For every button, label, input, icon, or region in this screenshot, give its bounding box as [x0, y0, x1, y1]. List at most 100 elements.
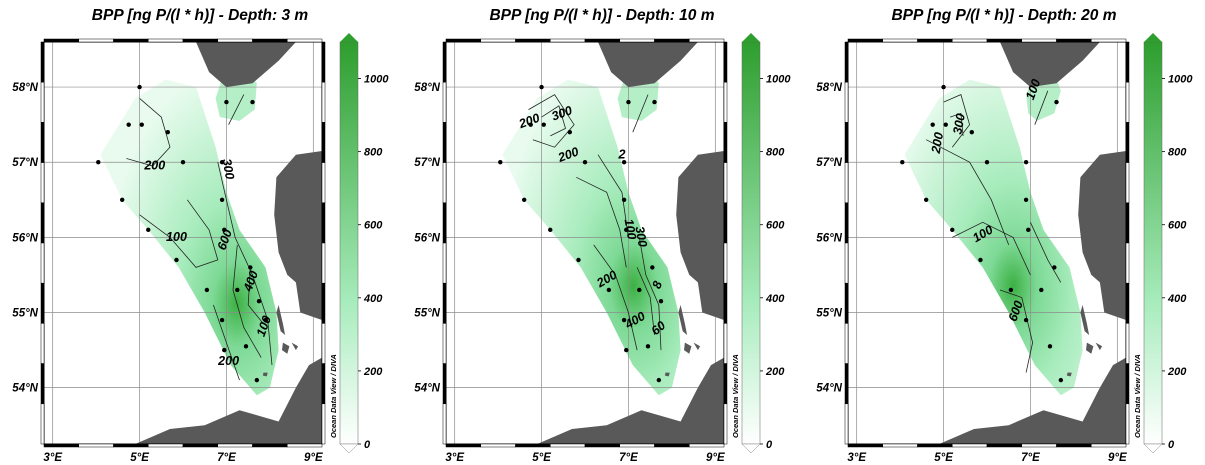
station-dot: [541, 122, 546, 127]
station-dot: [637, 287, 642, 293]
station-dot: [621, 197, 627, 202]
station-dot: [900, 160, 905, 165]
colorbar-arrow-up: [742, 33, 760, 42]
scale-bar-segment: [515, 443, 551, 448]
scale-bar-segment: [40, 242, 45, 284]
scale-bar-segment: [619, 443, 655, 448]
land-denmark: [676, 151, 724, 320]
contour-line: [636, 267, 655, 336]
land-island: [291, 342, 299, 351]
scale-bar-segment: [321, 202, 326, 244]
contour-line: [576, 176, 627, 268]
scale-bar-segment: [148, 38, 184, 43]
scale-bar-segment: [917, 443, 953, 448]
station-dot: [656, 377, 662, 383]
y-tick-label: 56°N: [816, 232, 842, 244]
x-tick-label: 9°E: [304, 452, 323, 464]
scale-bar-segment: [723, 162, 728, 204]
land-island: [684, 342, 692, 354]
map-panel-depth-10m: BPP [ng P/(l * h)] - Depth: 10 m 200 300 2…: [402, 0, 804, 465]
map-panel-depth-20m: BPP [ng P/(l * h)] - Depth: 20 m 100 300 2…: [804, 0, 1205, 465]
contour-label: 100: [622, 218, 639, 241]
scale-bar-segment: [442, 242, 447, 284]
colorbar-tick-label: 1000: [766, 74, 791, 86]
scale-bar-segment: [445, 38, 481, 43]
station-dot: [1047, 344, 1053, 349]
contour-label: 600: [1006, 299, 1026, 323]
x-tick-label: 7°E: [1021, 452, 1040, 464]
scale-bar-segment: [321, 323, 326, 364]
scale-bar-segment: [321, 122, 326, 163]
land-norway: [598, 42, 698, 88]
scale-bar-segment: [1125, 363, 1130, 405]
scale-bar-segment: [1125, 403, 1130, 445]
scale-bar-segment: [321, 162, 326, 204]
scale-bar-segment: [43, 443, 79, 448]
y-tick-label: 54°N: [816, 383, 842, 395]
scale-bar-segment: [321, 403, 326, 445]
station-dot: [984, 160, 990, 165]
land-island: [693, 342, 701, 351]
station-dot: [235, 287, 240, 293]
colorbar-tick-label: 600: [766, 220, 785, 232]
y-tick-label: 57°N: [12, 157, 38, 169]
contour-line: [943, 94, 971, 148]
scale-bar-segment: [882, 443, 918, 448]
contour-line: [247, 267, 264, 325]
scale-bar-segment: [1021, 443, 1057, 448]
colorbar-tick-label: 800: [1168, 147, 1187, 159]
scale-bar-segment: [723, 403, 728, 445]
scale-bar-segment: [1125, 323, 1130, 364]
station-dot: [528, 122, 533, 127]
x-tick-label: 3°E: [43, 452, 62, 464]
scale-bar-segment: [321, 363, 326, 405]
station-dot: [1008, 287, 1014, 293]
scale-bar-segment: [723, 122, 728, 163]
y-tick-label: 58°N: [12, 82, 38, 94]
contour-line: [213, 304, 240, 381]
station-dot: [243, 344, 249, 349]
scale-bar-segment: [442, 282, 447, 324]
station-dot: [943, 122, 948, 127]
panel-title: BPP [ng P/(l * h)] - Depth: 20 m: [891, 7, 1116, 24]
land-island: [1080, 305, 1090, 335]
station-dot: [256, 299, 262, 304]
y-tick-label: 55°N: [414, 308, 440, 320]
x-tick-label: 9°E: [706, 452, 725, 464]
scale-bar-segment: [113, 443, 149, 448]
map-svg: BPP [ng P/(l * h)] - Depth: 20 m 1003002…: [816, 7, 1193, 464]
land-island: [262, 372, 268, 377]
scale-bar-segment: [844, 403, 849, 445]
land-island: [276, 305, 286, 335]
contour-label: 8: [649, 279, 665, 290]
scale-bar-segment: [550, 38, 586, 43]
scale-bar-segment: [40, 202, 45, 244]
scale-bar-segment: [1125, 122, 1130, 163]
colorbar-tick-label: 1000: [364, 74, 389, 86]
scale-bar-segment: [442, 162, 447, 204]
contour-label: 200: [217, 354, 239, 368]
land-germany: [537, 357, 724, 444]
station-dot: [941, 84, 946, 90]
contour-label: 100: [1023, 77, 1043, 101]
station-dot: [1052, 265, 1057, 270]
credit-label: Ocean Data View / DIVA: [329, 354, 338, 438]
x-tick-label: 5°E: [532, 452, 551, 464]
scale-bar-segment: [723, 41, 728, 83]
scale-bar-segment: [1091, 38, 1127, 43]
scale-bar-segment: [847, 38, 883, 43]
station-dot: [1039, 287, 1044, 293]
colorbar-arrow-up: [1144, 33, 1162, 42]
scale-bar-segment: [252, 443, 288, 448]
contour-line: [638, 237, 662, 351]
land-island: [664, 372, 670, 377]
x-tick-label: 3°E: [445, 452, 464, 464]
scale-bar-segment: [844, 162, 849, 204]
station-dot: [1023, 197, 1029, 202]
station-dot: [652, 99, 657, 105]
scale-bar-segment: [113, 38, 149, 43]
scale-bar-segment: [723, 323, 728, 364]
scale-bar-segment: [321, 81, 326, 123]
